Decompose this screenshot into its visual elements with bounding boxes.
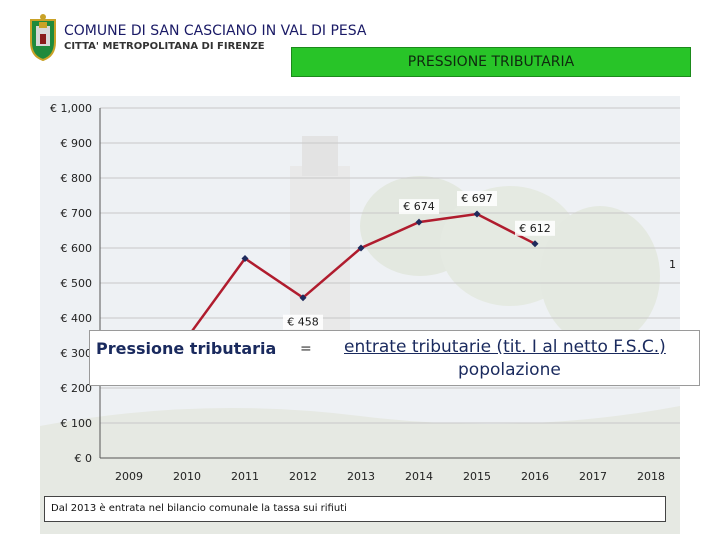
chart-panel: € 0 € 100 € 200 € 300 € 400 € 500 € 600 € 700 € … — [40, 96, 700, 534]
y-tick-label: € 900 — [61, 137, 93, 150]
data-point-2011 — [241, 255, 249, 262]
section-title-banner: PRESSIONE TRIBUTARIA — [291, 47, 691, 77]
data-label-bg — [457, 191, 497, 207]
x-tick-label: 2009 — [115, 470, 143, 483]
data-label-2012: € 458 — [287, 316, 319, 329]
y-tick-label: € 500 — [61, 277, 93, 290]
x-tick-label: 2018 — [637, 470, 665, 483]
footnote: Dal 2013 è entrata nel bilancio comunale… — [44, 496, 666, 522]
x-tick-label: 2012 — [289, 470, 317, 483]
y-tick-label: € 800 — [61, 172, 93, 185]
partial-data-label: 1 — [669, 258, 676, 271]
header: COMUNE DI SAN CASCIANO IN VAL DI PESA CI… — [0, 0, 720, 90]
x-tick-label: 2014 — [405, 470, 433, 483]
x-tick-label: 2015 — [463, 470, 491, 483]
x-tick-label: 2016 — [521, 470, 549, 483]
y-tick-label: € 700 — [61, 207, 93, 220]
municipal-crest-icon — [30, 14, 56, 62]
x-tick-label: 2011 — [231, 470, 259, 483]
y-tick-label: € 600 — [61, 242, 93, 255]
data-point-2013 — [357, 244, 365, 252]
chart-plot: € 0 € 100 € 200 € 300 € 400 € 500 € 600 € 700 € … — [50, 102, 680, 483]
data-point-2014 — [415, 218, 423, 226]
series-line — [128, 212, 536, 342]
y-tick-label: € 200 — [61, 382, 93, 395]
formula-numerator: entrate tributarie (tit. I al netto F.S.… — [344, 337, 666, 357]
formula-label: Pressione tributaria — [96, 339, 277, 358]
y-tick-label: € 300 — [61, 347, 93, 360]
data-label-bg — [283, 314, 323, 330]
background-landscape — [40, 96, 680, 534]
formula-denominator: popolazione — [458, 360, 561, 380]
data-label-2014: € 674 — [403, 200, 435, 213]
y-tick-label: € 0 — [75, 452, 93, 465]
data-label-2016: € 612 — [519, 222, 551, 235]
formula-box: Pressione tributaria = entrate tributari… — [89, 330, 700, 386]
data-point-2012 — [299, 294, 307, 302]
data-label-bg — [515, 220, 555, 236]
formula-equals: = — [300, 341, 312, 357]
x-tick-label: 2013 — [347, 470, 375, 483]
data-label-bg — [399, 199, 439, 215]
data-label-2015: € 697 — [461, 192, 493, 205]
x-tick-label: 2010 — [173, 470, 201, 483]
org-subtitle: CITTA' METROPOLITANA DI FIRENZE — [64, 41, 265, 52]
y-tick-label: € 1,000 — [50, 102, 92, 115]
y-tick-label: € 100 — [61, 417, 93, 430]
org-title: COMUNE DI SAN CASCIANO IN VAL DI PESA — [64, 23, 367, 39]
y-tick-label: € 400 — [61, 312, 93, 325]
data-point-2015 — [473, 210, 481, 218]
data-point-2016 — [531, 240, 539, 248]
x-tick-label: 2017 — [579, 470, 607, 483]
